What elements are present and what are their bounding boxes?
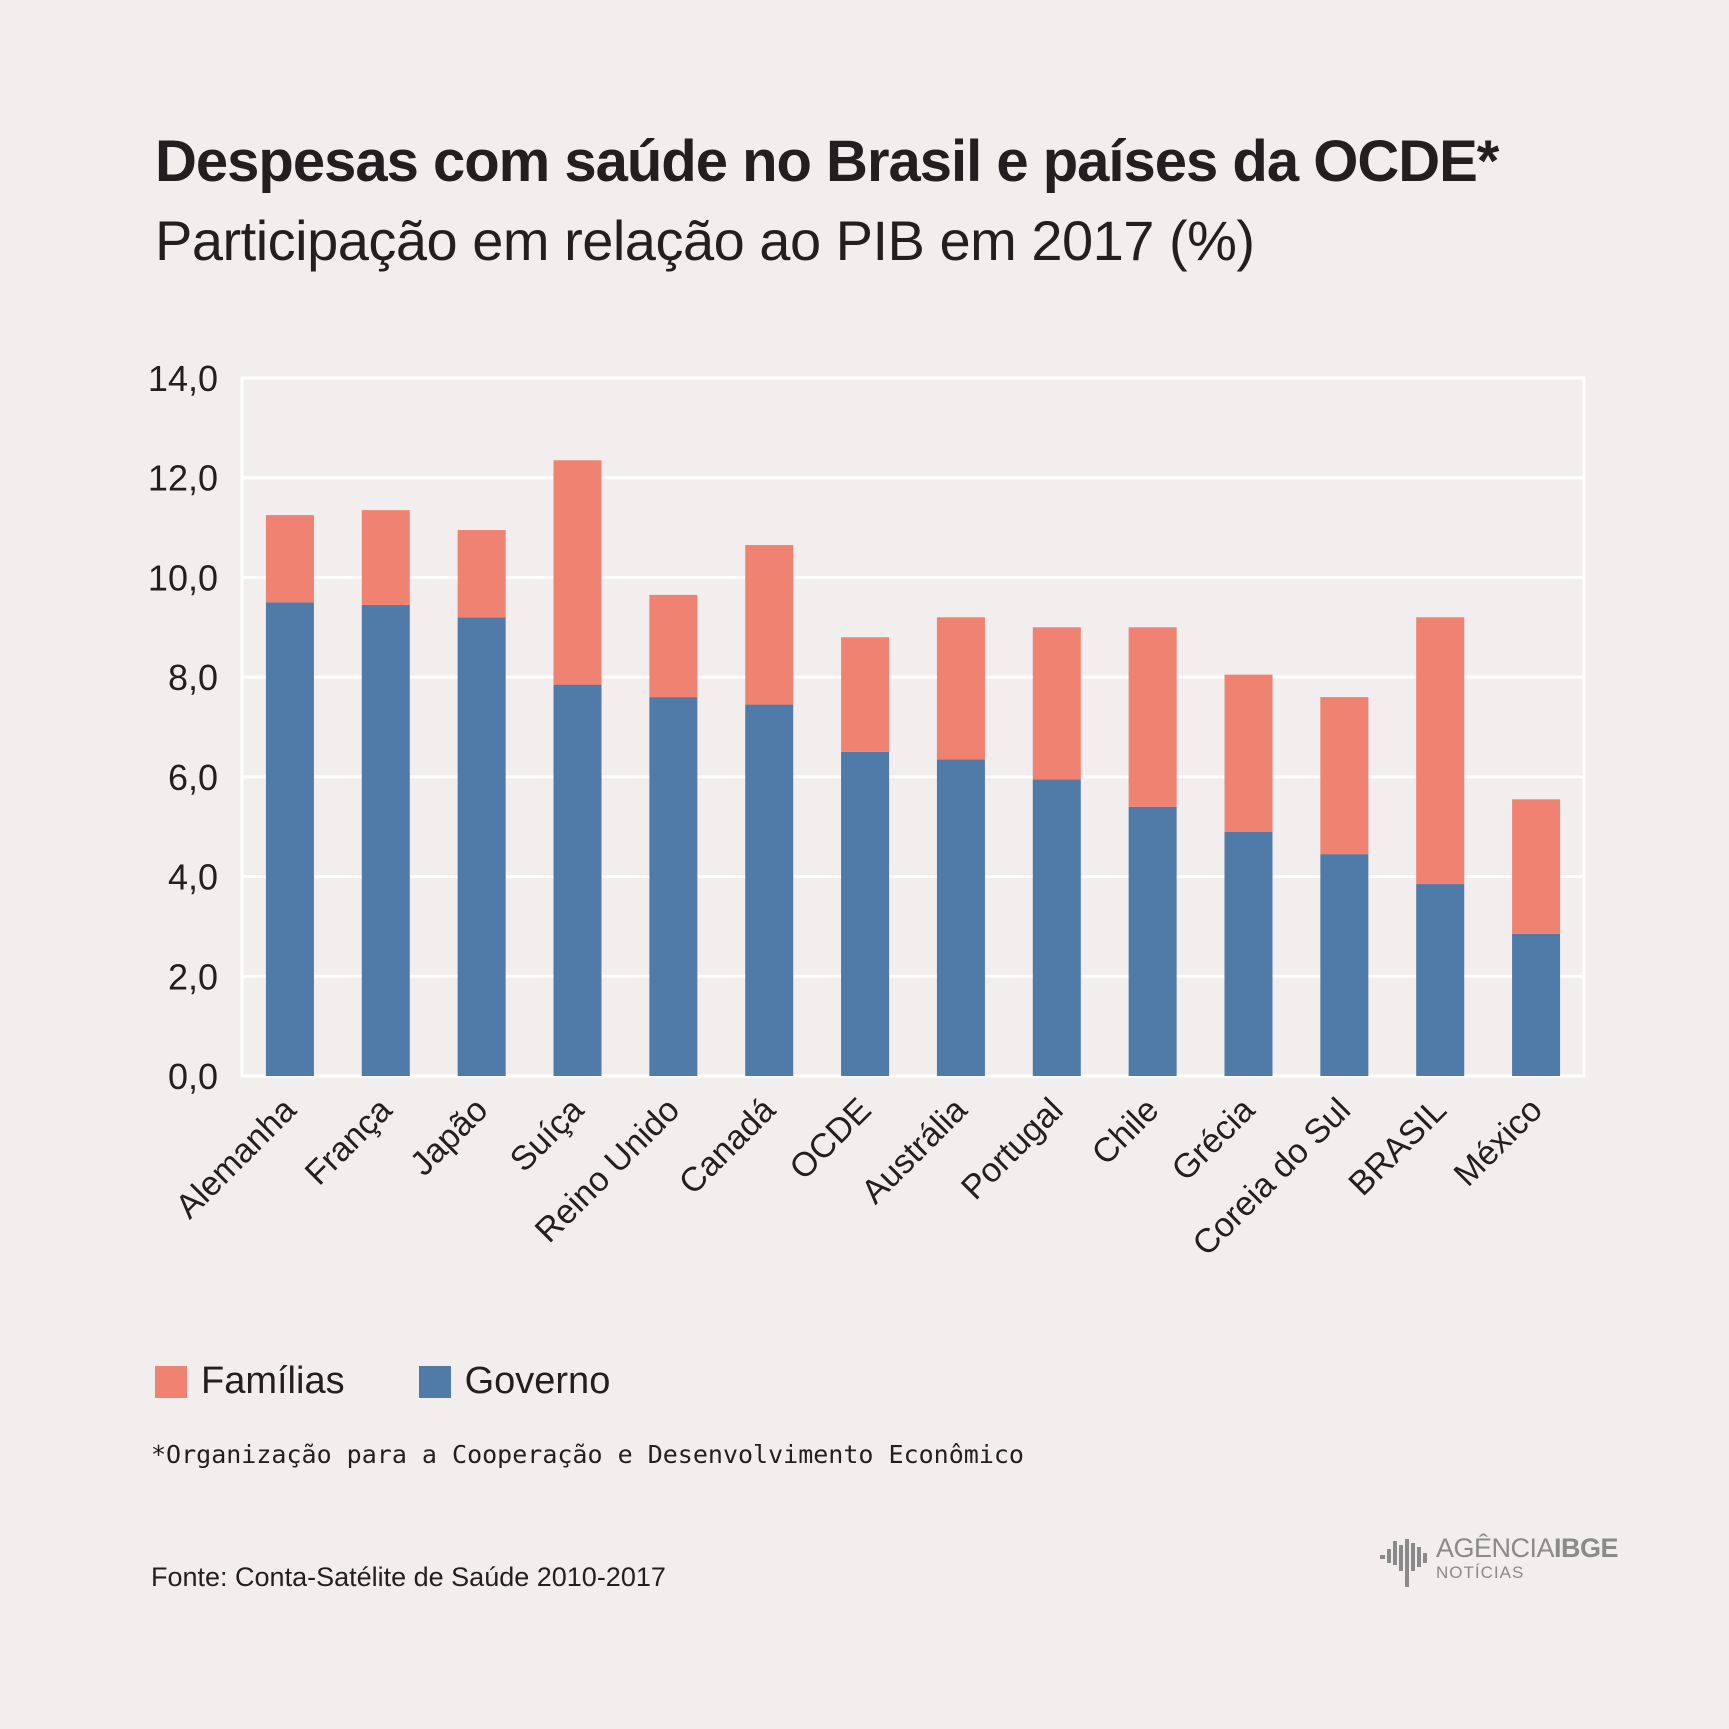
y-tick-label: 10,0 (148, 557, 218, 598)
x-tick-label: México (1447, 1091, 1550, 1194)
bar-familias (1224, 674, 1273, 832)
bar-familias (745, 545, 794, 705)
y-tick-label: 4,0 (168, 857, 218, 898)
bar-familias (553, 460, 602, 685)
x-tick-label: Suíça (503, 1091, 591, 1179)
plot-frame (240, 376, 1586, 1078)
bar-governo (1224, 831, 1273, 1076)
legend-label-familias: Famílias (201, 1360, 345, 1402)
x-tick-label: Canadá (672, 1091, 783, 1202)
footnote: *Organização para a Cooperação e Desenvo… (151, 1440, 1024, 1469)
bar-familias (457, 530, 506, 618)
x-tick-label: França (298, 1091, 400, 1193)
agencia-ibge-logo: AGÊNCIAIBGE NOTÍCIAS (1380, 1533, 1619, 1587)
x-tick-label: Japão (403, 1091, 495, 1183)
legend-swatch-familias (155, 1365, 187, 1398)
bar-governo (936, 759, 985, 1076)
bar-familias (1032, 627, 1081, 780)
y-tick-label: 6,0 (168, 757, 218, 798)
bar-governo (745, 704, 794, 1076)
bar-governo (1128, 806, 1177, 1076)
bar-familias (1512, 799, 1561, 934)
stacked-bar-chart: 0,0 2,0 4,0 6,0 8,0 10,0 12,0 14,0 AlemanhaFranç… (148, 358, 1586, 1263)
logo-brand-light: AGÊNCIA (1436, 1533, 1555, 1563)
bar-familias (265, 515, 314, 603)
bar-familias (361, 510, 410, 605)
bar-familias (936, 617, 985, 760)
y-tick-label: 14,0 (148, 358, 218, 399)
bar-governo (649, 697, 698, 1076)
y-tick-label: 2,0 (168, 956, 218, 997)
bar-governo (361, 604, 410, 1076)
bar-governo (1416, 884, 1465, 1076)
legend-label-governo: Governo (464, 1360, 611, 1402)
source-note: Fonte: Conta-Satélite de Saúde 2010-2017 (151, 1562, 666, 1592)
x-tick-label: BRASIL (1341, 1091, 1453, 1203)
chart-subtitle: Participação em relação ao PIB em 2017 (… (155, 209, 1255, 272)
x-tick-label: OCDE (782, 1091, 878, 1187)
bar-governo (457, 617, 506, 1076)
x-tick-label: Alemanha (168, 1091, 303, 1226)
bar-governo (553, 684, 602, 1076)
bar-governo (1032, 779, 1081, 1076)
x-tick-label: Portugal (954, 1091, 1070, 1207)
bar-governo (265, 602, 314, 1076)
chart-title: Despesas com saúde no Brasil e países da… (155, 129, 1499, 194)
bar-familias (1128, 627, 1177, 807)
chart-legend: Famílias Governo (155, 1360, 684, 1403)
bar-governo (841, 751, 890, 1076)
legend-item-governo: Governo (418, 1360, 611, 1403)
x-tick-label: Chile (1085, 1091, 1167, 1173)
bar-familias (1416, 617, 1465, 885)
logo-brand-bold: IBGE (1554, 1533, 1619, 1563)
ibge-logo-icon (1380, 1539, 1427, 1587)
bar-governo (1512, 933, 1561, 1076)
bar-familias (841, 637, 890, 752)
y-tick-label: 0,0 (168, 1056, 218, 1097)
logo-sub: NOTÍCIAS (1436, 1563, 1525, 1582)
bar-familias (649, 594, 698, 698)
legend-item-familias: Famílias (155, 1360, 345, 1403)
bar-governo (1320, 854, 1369, 1076)
legend-swatch-governo (418, 1365, 451, 1398)
y-tick-label: 8,0 (168, 657, 218, 698)
x-tick-label: Austrália (854, 1091, 974, 1211)
bar-familias (1320, 697, 1369, 855)
y-tick-label: 12,0 (148, 458, 218, 499)
